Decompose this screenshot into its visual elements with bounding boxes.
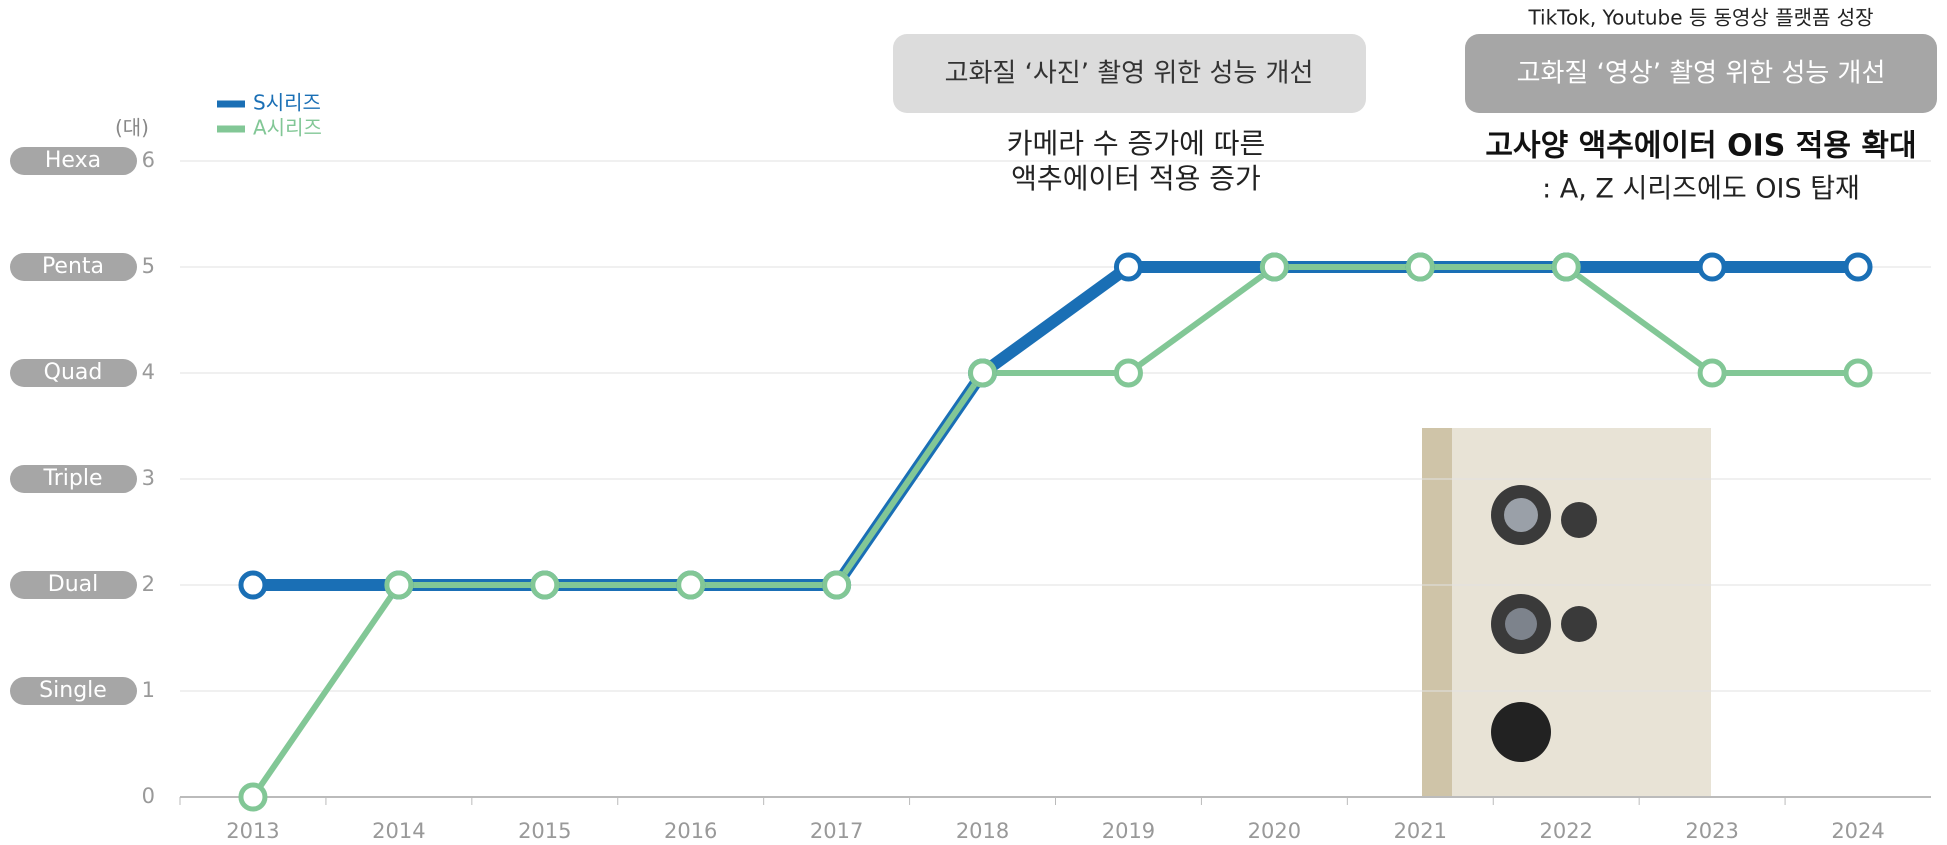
level-label: Hexa — [45, 148, 101, 173]
point-marker — [533, 573, 557, 597]
video-box-text: 고화질 ‘영상’ 촬영 위한 성능 개선 — [1517, 59, 1886, 89]
video-title: 고사양 액추에이터 OIS 적용 확대 — [1485, 129, 1916, 164]
lens — [1505, 608, 1537, 640]
point-marker — [1700, 361, 1724, 385]
point-marker — [241, 785, 265, 809]
point-marker — [241, 573, 265, 597]
x-tick-label: 2014 — [372, 819, 425, 843]
legend-label: S시리즈 — [253, 91, 321, 115]
point-marker — [1116, 361, 1140, 385]
lens — [1504, 498, 1538, 532]
phone-image — [1422, 428, 1711, 797]
video-note: : A, Z 시리즈에도 OIS 탑재 — [1542, 174, 1860, 205]
lens — [1491, 702, 1551, 762]
point-marker — [1846, 361, 1870, 385]
photo-box-text: 고화질 ‘사진’ 촬영 위한 성능 개선 — [945, 59, 1314, 89]
lens — [1561, 502, 1597, 538]
y-tick-label: 5 — [142, 254, 155, 278]
point-marker — [1554, 255, 1578, 279]
phone-edge — [1422, 428, 1452, 797]
x-tick-label: 2021 — [1394, 819, 1447, 843]
lens — [1561, 606, 1597, 642]
photo-note: 액추에이터 적용 증가 — [1011, 162, 1261, 195]
point-marker — [1116, 255, 1140, 279]
y-unit: (대) — [115, 116, 149, 140]
photo-note: 카메라 수 증가에 따른 — [1007, 127, 1266, 160]
x-tick-label: 2015 — [518, 819, 571, 843]
x-tick-label: 2013 — [226, 819, 279, 843]
level-label: Penta — [42, 254, 104, 279]
point-marker — [1408, 255, 1432, 279]
y-tick-label: 1 — [142, 678, 155, 702]
legend-label: A시리즈 — [253, 116, 322, 140]
x-tick-label: 2022 — [1539, 819, 1592, 843]
point-marker — [825, 573, 849, 597]
x-tick-label: 2017 — [810, 819, 863, 843]
y-tick-label: 0 — [142, 784, 155, 808]
y-tick-label: 6 — [142, 148, 155, 172]
point-marker — [679, 573, 703, 597]
y-tick-label: 2 — [142, 572, 155, 596]
point-marker — [1846, 255, 1870, 279]
level-label: Triple — [43, 466, 103, 491]
x-tick-label: 2024 — [1831, 819, 1884, 843]
point-marker — [1262, 255, 1286, 279]
x-tick-label: 2018 — [956, 819, 1009, 843]
y-tick-label: 4 — [142, 360, 155, 384]
x-tick-label: 2016 — [664, 819, 717, 843]
x-tick-label: 2019 — [1102, 819, 1155, 843]
x-tick-label: 2023 — [1685, 819, 1738, 843]
chart: 고화질 ‘사진’ 촬영 위한 성능 개선 카메라 수 증가에 따른 액추에이터 … — [0, 0, 1947, 845]
video-top: TikTok, Youtube 등 동영상 플랫폼 성장 — [1527, 6, 1873, 30]
level-label: Quad — [44, 360, 103, 385]
point-marker — [387, 573, 411, 597]
point-marker — [971, 361, 995, 385]
point-marker — [1700, 255, 1724, 279]
level-label: Single — [39, 678, 107, 703]
level-label: Dual — [48, 572, 98, 597]
x-tick-label: 2020 — [1248, 819, 1301, 843]
y-tick-label: 3 — [142, 466, 155, 490]
